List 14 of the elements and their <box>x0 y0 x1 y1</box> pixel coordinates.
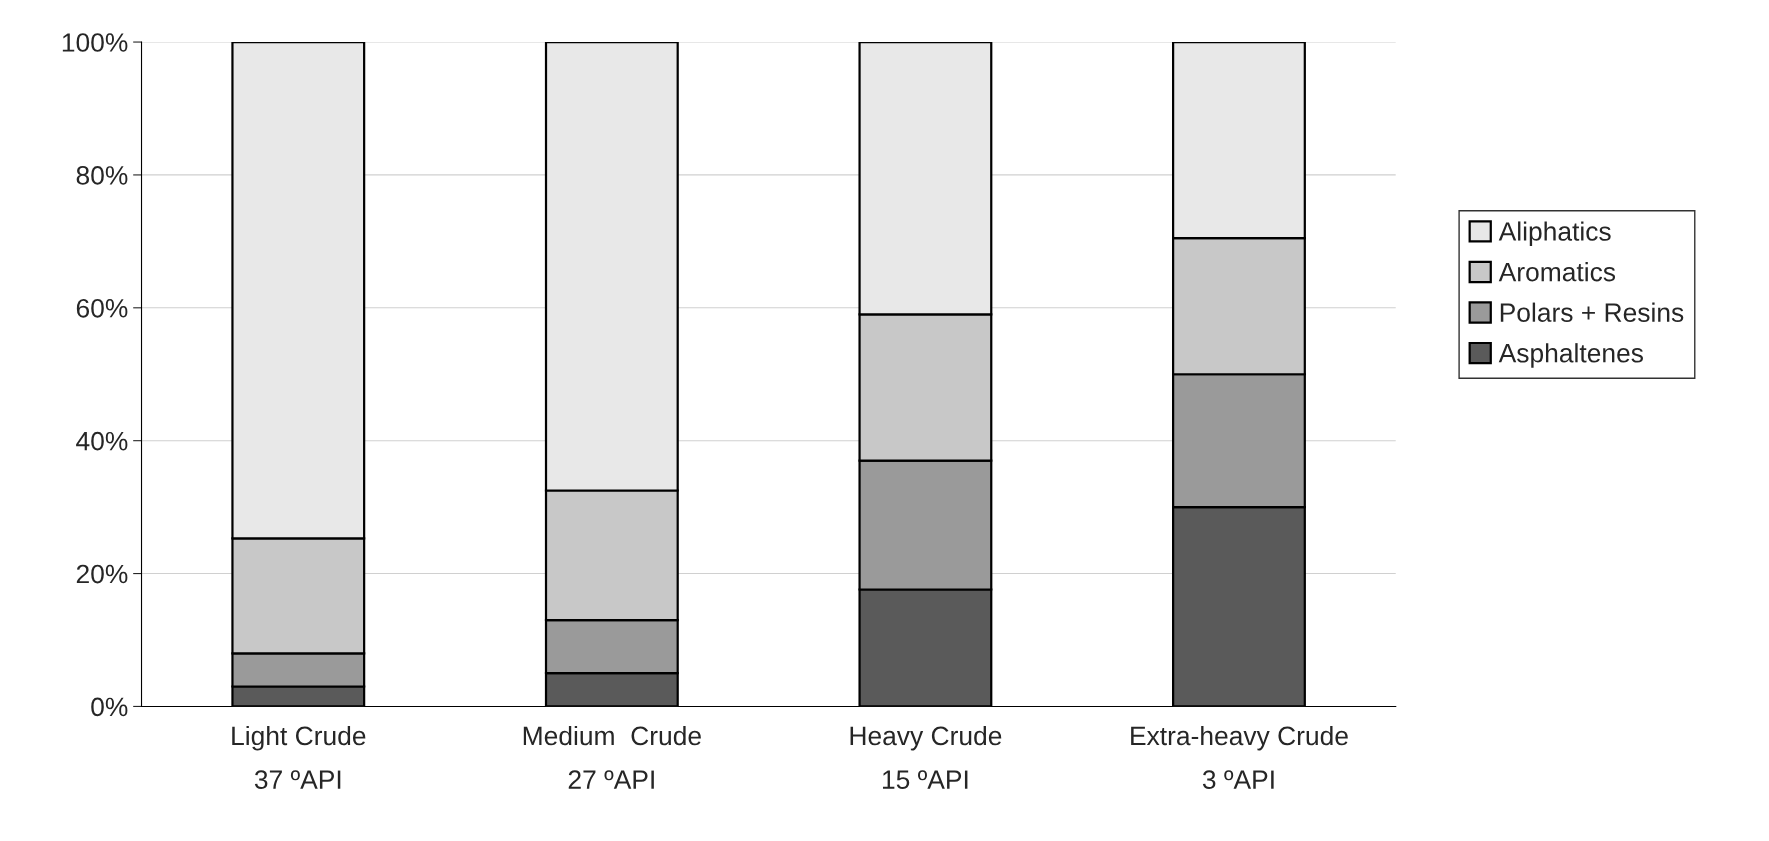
y-tick-label: 60% <box>76 298 128 318</box>
x-tick-label: Heavy Crude 15 ºAPI <box>850 725 1002 789</box>
y-tick-label: 0% <box>91 697 128 717</box>
x-tick-label: Light Crude 37 ºAPI <box>232 725 366 789</box>
legend-label: Polars + Resins <box>1500 302 1684 322</box>
y-tick-label: 100% <box>62 33 128 52</box>
y-tick-label: 20% <box>76 564 128 584</box>
legend-label: Asphaltenes <box>1498 343 1643 368</box>
legend-label: Aliphatics <box>1498 221 1611 247</box>
x-tick-label: Extra-heavy Crude 3 ºAPI <box>1131 725 1348 789</box>
y-tick-label: 40% <box>76 431 128 451</box>
legend-label: Aromatics <box>1498 262 1616 282</box>
y-tick-label: 80% <box>76 166 128 185</box>
x-tick-label: Medium Crude 27 ºAPI <box>523 725 701 789</box>
